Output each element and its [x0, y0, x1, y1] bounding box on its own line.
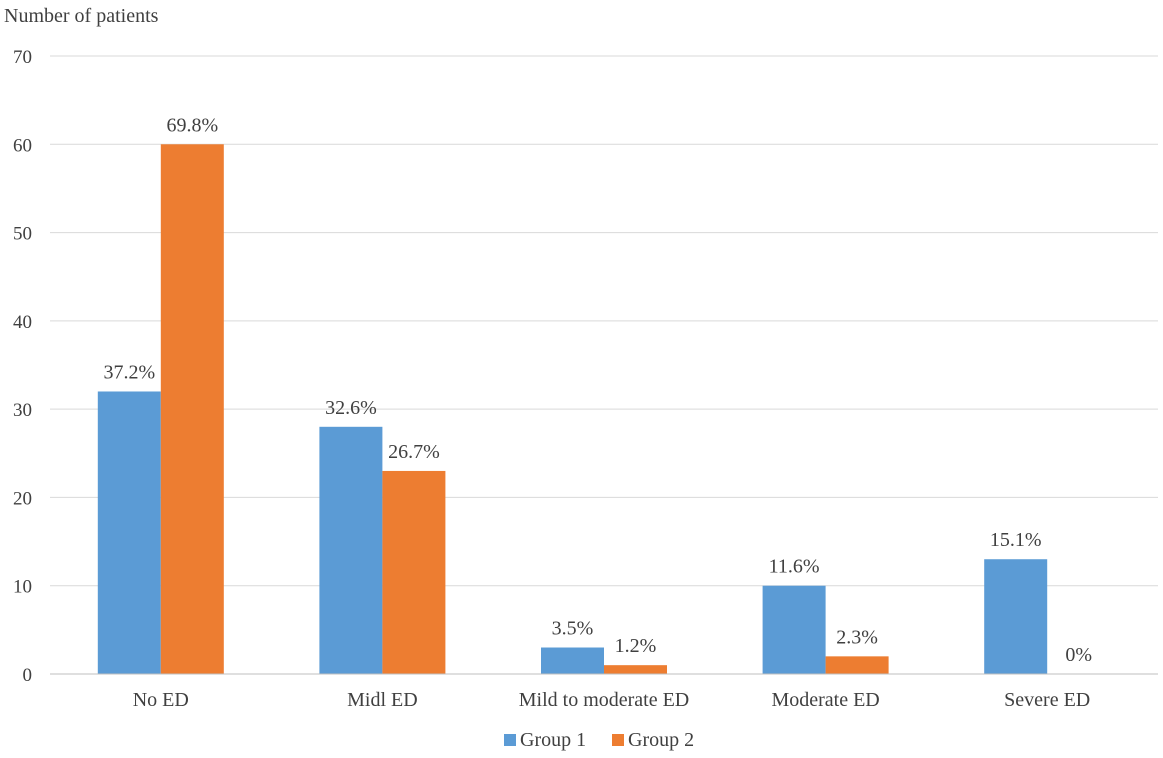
- legend-swatch-group-1: [504, 734, 516, 746]
- y-tick-label: 40: [13, 312, 32, 333]
- data-label: 26.7%: [388, 441, 440, 463]
- y-tick-label: 10: [13, 577, 32, 598]
- bar-group-1-severe-ed: [984, 559, 1048, 674]
- y-tick-label: 30: [13, 400, 32, 421]
- data-label: 69.8%: [166, 114, 218, 136]
- y-tick-label: 20: [13, 488, 32, 509]
- bar-group-1-moderate-ed: [762, 585, 826, 674]
- data-label: 2.3%: [836, 626, 878, 648]
- y-tick-label: 50: [13, 224, 32, 245]
- bar-group-2-no-ed: [160, 144, 224, 675]
- gridlines: [50, 55, 1158, 587]
- y-axis-label: Number of patients: [4, 5, 159, 27]
- bars: [97, 144, 1048, 675]
- y-tick-label: 70: [13, 47, 32, 68]
- data-label: 3.5%: [552, 618, 594, 640]
- bar-group-2-midl-ed: [382, 470, 446, 674]
- y-tick-label: 0: [23, 665, 33, 686]
- data-label: 11.6%: [769, 556, 820, 578]
- bar-group-1-no-ed: [97, 391, 161, 674]
- bar-group-2-mild-to-moderate-ed: [604, 665, 667, 674]
- x-category-label: Moderate ED: [771, 689, 879, 711]
- x-category-label: No ED: [133, 689, 189, 711]
- y-tick-label: 60: [13, 135, 32, 156]
- bar-group-1-mild-to-moderate-ed: [541, 647, 604, 674]
- y-axis-ticks: 0 10 20 30 40 50 60 70: [13, 47, 32, 686]
- legend-swatch-group-2: [612, 734, 624, 746]
- x-category-label: Severe ED: [1004, 689, 1090, 711]
- legend-label: Group 2: [628, 729, 694, 751]
- data-label: 15.1%: [990, 529, 1042, 551]
- bar-group-1-midl-ed: [319, 426, 383, 674]
- data-labels: 37.2% 69.8% 32.6% 26.7% 3.5% 1.2% 11.6% 2.3% 15.…: [103, 114, 1092, 666]
- legend-label: Group 1: [520, 729, 586, 751]
- data-label: 0%: [1065, 644, 1092, 666]
- legend: Group 1 Group 2: [504, 729, 694, 751]
- x-category-label: Mild to moderate ED: [519, 689, 690, 711]
- x-category-label: Midl ED: [347, 689, 418, 711]
- bar-group-2-moderate-ed: [825, 656, 889, 674]
- data-label: 1.2%: [615, 635, 657, 657]
- data-label: 37.2%: [103, 361, 155, 383]
- x-axis-categories: No ED Midl ED Mild to moderate ED Moderate …: [133, 689, 1090, 711]
- data-label: 32.6%: [325, 397, 377, 419]
